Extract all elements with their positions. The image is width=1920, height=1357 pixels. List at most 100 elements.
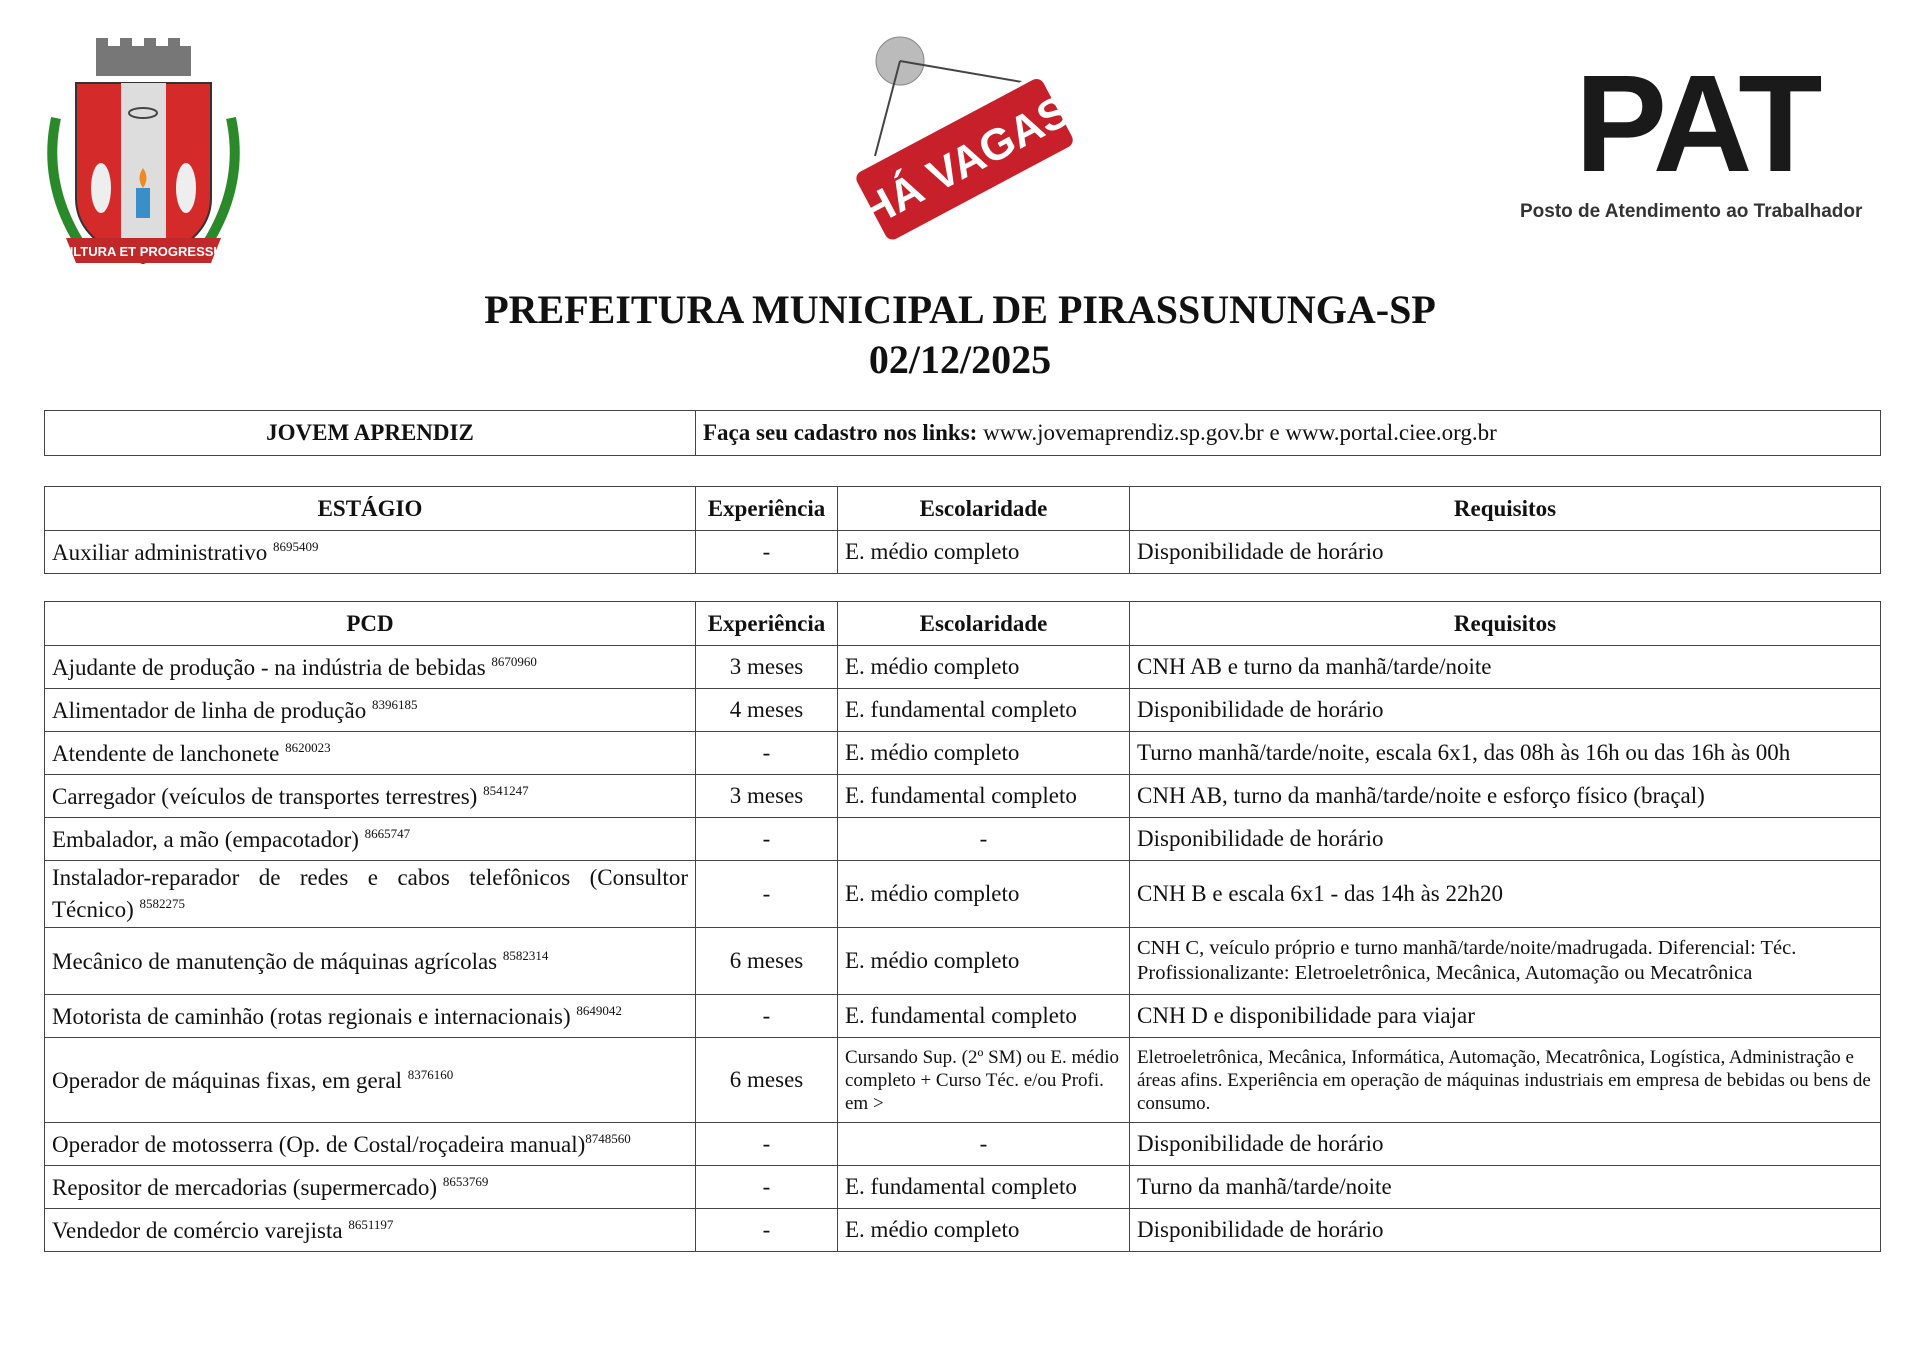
- vaga-title: Auxiliar administrativo: [52, 539, 274, 565]
- table-header: PCD Experiência Escolaridade Requisitos: [44, 601, 1881, 646]
- experiencia-cell: -: [695, 1208, 838, 1252]
- escolaridade-cell: -: [837, 1122, 1130, 1166]
- vaga-title: Mecânico de manutenção de máquinas agríc…: [52, 948, 503, 974]
- coat-of-arms-logo: CULTURA ET PROGRESSUS: [36, 38, 251, 288]
- col-header: Requisitos: [1129, 486, 1881, 531]
- vaga-cell: Vendedor de comércio varejista 8651197: [44, 1208, 696, 1252]
- experiencia-cell: -: [695, 530, 838, 574]
- vaga-cell: Ajudante de produção - na indústria de b…: [44, 645, 696, 689]
- table-row: Operador de máquinas fixas, em geral 837…: [44, 1037, 1881, 1123]
- escolaridade-cell: E. médio completo: [837, 731, 1130, 775]
- vaga-cell: Carregador (veículos de transportes terr…: [44, 774, 696, 818]
- vaga-title: Vendedor de comércio varejista: [52, 1217, 349, 1243]
- vaga-code: 8396185: [371, 696, 418, 712]
- vaga-cell: Atendente de lanchonete 8620023: [44, 731, 696, 775]
- escolaridade-cell: -: [837, 817, 1130, 861]
- estagio-table: ESTÁGIO Experiência Escolaridade Requisi…: [44, 486, 1881, 574]
- vaga-code: 8695409: [273, 538, 319, 554]
- table-header: ESTÁGIO Experiência Escolaridade Requisi…: [44, 486, 1881, 531]
- vaga-code: 8541247: [483, 782, 529, 798]
- svg-text:CULTURA ET PROGRESSUS: CULTURA ET PROGRESSUS: [55, 244, 232, 259]
- requisitos-cell: Disponibilidade de horário: [1129, 817, 1881, 861]
- vaga-title: Motorista de caminhão (rotas regionais e…: [52, 1003, 577, 1029]
- jovem-aprendiz-table: JOVEM APRENDIZ Faça seu cadastro nos lin…: [44, 410, 1881, 456]
- vaga-cell: Embalador, a mão (empacotador) 8665747: [44, 817, 696, 861]
- table-row: Carregador (veículos de transportes terr…: [44, 774, 1881, 818]
- escolaridade-cell: E. fundamental completo: [837, 994, 1130, 1038]
- experiencia-cell: 3 meses: [695, 645, 838, 689]
- vaga-code: 8670960: [491, 653, 537, 669]
- col-header: Requisitos: [1129, 601, 1881, 646]
- vaga-code: 8376160: [407, 1066, 454, 1082]
- table-row: Repositor de mercadorias (supermercado) …: [44, 1165, 1881, 1209]
- table-row: Operador de motosserra (Op. de Costal/ro…: [44, 1122, 1881, 1166]
- table-row: Auxiliar administrativo 8695409 - E. méd…: [44, 530, 1881, 574]
- vaga-title: Instalador-reparador de redes e cabos te…: [52, 865, 688, 922]
- col-header: Escolaridade: [837, 486, 1130, 531]
- vaga-cell: Alimentador de linha de produção 8396185: [44, 688, 696, 732]
- table-row: Vendedor de comércio varejista 8651197- E…: [44, 1208, 1881, 1252]
- requisitos-cell: Disponibilidade de horário: [1129, 1122, 1881, 1166]
- requisitos-cell: CNH B e escala 6x1 - das 14h às 22h20: [1129, 860, 1881, 928]
- ha-vagas-sign: HÁ VAGAS: [830, 36, 1090, 246]
- vaga-cell: Auxiliar administrativo 8695409: [44, 530, 696, 574]
- experiencia-cell: 3 meses: [695, 774, 838, 818]
- vaga-code: 8665747: [364, 825, 411, 841]
- pat-logo-text: PAT: [1575, 47, 1823, 201]
- vaga-title: Ajudante de produção - na indústria de b…: [52, 654, 492, 680]
- vaga-code: 8582275: [139, 896, 185, 911]
- vaga-code: 8620023: [285, 739, 331, 755]
- vaga-cell: Operador de motosserra (Op. de Costal/ro…: [44, 1122, 696, 1166]
- table-row: JOVEM APRENDIZ Faça seu cadastro nos lin…: [44, 410, 1881, 456]
- escolaridade-cell: E. fundamental completo: [837, 1165, 1130, 1209]
- vaga-cell: Repositor de mercadorias (supermercado) …: [44, 1165, 696, 1209]
- vaga-code: 8649042: [576, 1002, 622, 1018]
- vaga-title: Carregador (veículos de transportes terr…: [52, 783, 484, 809]
- vaga-code: 8653769: [442, 1173, 489, 1189]
- pcd-table: PCD Experiência Escolaridade Requisitos …: [44, 601, 1881, 1252]
- vaga-code: 8748560: [585, 1130, 631, 1146]
- experiencia-cell: -: [695, 860, 838, 928]
- vaga-cell: Motorista de caminhão (rotas regionais e…: [44, 994, 696, 1038]
- vaga-title: Operador de motosserra (Op. de Costal/ro…: [52, 1131, 586, 1157]
- table-row: Atendente de lanchonete 8620023- E. médio…: [44, 731, 1881, 775]
- pat-logo: PAT Posto de Atendimento ao Trabalhador: [1520, 47, 1880, 237]
- vaga-cell: Instalador-reparador de redes e cabos te…: [44, 860, 696, 928]
- info-bold: Faça seu cadastro nos links:: [703, 420, 978, 445]
- vaga-title: Alimentador de linha de produção: [52, 697, 372, 723]
- jovem-aprendiz-label: JOVEM APRENDIZ: [44, 410, 696, 456]
- experiencia-cell: 6 meses: [695, 1037, 838, 1123]
- escolaridade-cell: E. médio completo: [837, 645, 1130, 689]
- vaga-title: Embalador, a mão (empacotador): [52, 826, 365, 852]
- experiencia-cell: 4 meses: [695, 688, 838, 732]
- requisitos-cell: Turno da manhã/tarde/noite: [1129, 1165, 1881, 1209]
- requisitos-cell: Eletroeletrônica, Mecânica, Informática,…: [1129, 1037, 1881, 1123]
- vaga-cell: Mecânico de manutenção de máquinas agríc…: [44, 927, 696, 995]
- info-links[interactable]: www.jovemaprendiz.sp.gov.br e www.portal…: [977, 420, 1497, 445]
- experiencia-cell: -: [695, 994, 838, 1038]
- requisitos-cell: CNH D e disponibilidade para viajar: [1129, 994, 1881, 1038]
- table-row: Mecânico de manutenção de máquinas agríc…: [44, 927, 1881, 995]
- page-date: 02/12/2025: [868, 337, 1052, 382]
- escolaridade-cell: E. fundamental completo: [837, 688, 1130, 732]
- escolaridade-cell: E. médio completo: [837, 530, 1130, 574]
- escolaridade-cell: Cursando Sup. (2º SM) ou E. médio comple…: [837, 1037, 1130, 1123]
- experiencia-cell: 6 meses: [695, 927, 838, 995]
- page-title: PREFEITURA MUNICIPAL DE PIRASSUNUNGA-SP: [484, 287, 1436, 332]
- escolaridade-cell: E. fundamental completo: [837, 774, 1130, 818]
- experiencia-cell: -: [695, 1122, 838, 1166]
- requisitos-cell: Disponibilidade de horário: [1129, 1208, 1881, 1252]
- table-row: Instalador-reparador de redes e cabos te…: [44, 860, 1881, 928]
- escolaridade-cell: E. médio completo: [837, 1208, 1130, 1252]
- col-header: Experiência: [695, 601, 838, 646]
- col-header: Escolaridade: [837, 601, 1130, 646]
- table-row: Ajudante de produção - na indústria de b…: [44, 645, 1881, 689]
- vaga-code: 8651197: [348, 1216, 394, 1232]
- requisitos-cell: Disponibilidade de horário: [1129, 688, 1881, 732]
- col-header: PCD: [44, 601, 696, 646]
- escolaridade-cell: E. médio completo: [837, 860, 1130, 928]
- requisitos-cell: Disponibilidade de horário: [1129, 530, 1881, 574]
- table-row: Motorista de caminhão (rotas regionais e…: [44, 994, 1881, 1038]
- escolaridade-cell: E. médio completo: [837, 927, 1130, 995]
- col-header: Experiência: [695, 486, 838, 531]
